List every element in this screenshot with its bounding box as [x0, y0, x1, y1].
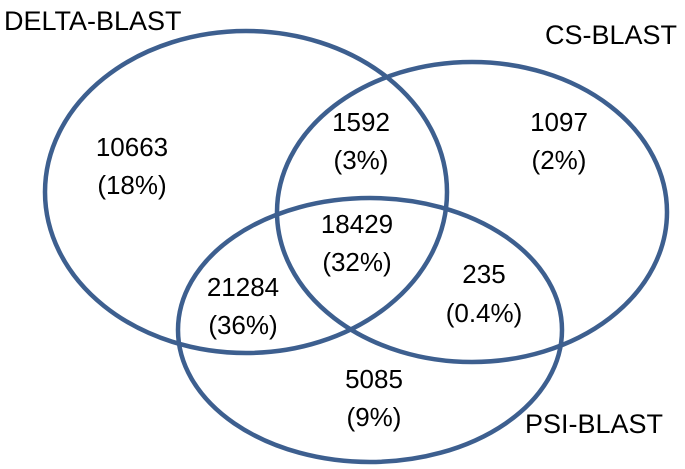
all-three-count: 18429 — [321, 209, 393, 239]
all-three-percent: (32%) — [322, 247, 391, 277]
delta-cs-percent: (3%) — [334, 145, 389, 175]
cs-psi-count: 235 — [462, 259, 505, 289]
psi-blast-circle — [175, 195, 565, 465]
delta-blast-circle — [42, 28, 450, 356]
delta-blast-label: DELTA-BLAST — [4, 6, 182, 36]
delta-psi-count: 21284 — [207, 272, 279, 302]
delta-only-count: 10663 — [96, 132, 168, 162]
delta-cs-count: 1592 — [332, 107, 390, 137]
delta-only-percent: (18%) — [97, 170, 166, 200]
cs-only-percent: (2%) — [532, 145, 587, 175]
delta-psi-percent: (36%) — [208, 310, 277, 340]
psi-blast-label: PSI-BLAST — [525, 409, 663, 439]
psi-only-percent: (9%) — [347, 402, 402, 432]
cs-blast-label: CS-BLAST — [545, 20, 677, 50]
cs-only-count: 1097 — [530, 107, 588, 137]
cs-psi-percent: (0.4%) — [446, 298, 523, 328]
psi-only-count: 5085 — [345, 364, 403, 394]
cs-blast-circle — [274, 59, 670, 365]
